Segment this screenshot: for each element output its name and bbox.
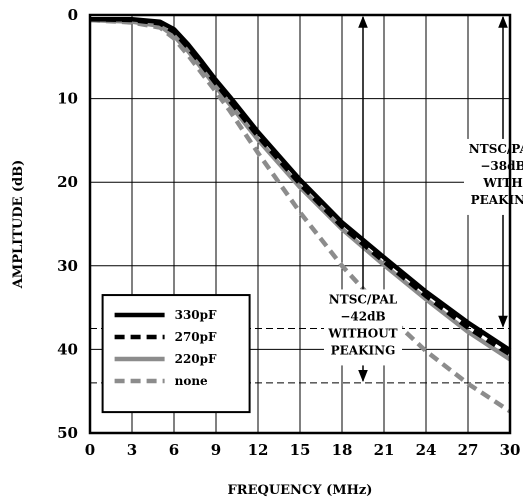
legend-label: none — [175, 374, 208, 388]
legend-label: 270pF — [175, 330, 217, 344]
y-tick-label: 50 — [57, 424, 78, 442]
series-line-270pF — [89, 16, 512, 357]
annotation-text: PEAKING — [471, 193, 523, 207]
legend-label: 330pF — [175, 308, 217, 322]
x-tick-label: 15 — [290, 441, 311, 459]
x-tick-label: 27 — [458, 441, 479, 459]
x-tick-label: 18 — [332, 441, 353, 459]
tick-labels: 0 3 6 9 12 15 18 21 24 27 30 0 10 20 30 40 50 — [57, 6, 520, 459]
y-tick-label: 0 — [68, 6, 78, 24]
x-tick-label: 30 — [500, 441, 521, 459]
x-tick-label: 3 — [127, 441, 137, 459]
plot-frame — [88, 13, 512, 435]
x-axis-label: FREQUENCY (MHz) — [228, 483, 373, 498]
annotation-text: −38dB — [480, 159, 523, 173]
series-lines — [89, 16, 512, 414]
annotation-background — [464, 138, 523, 215]
y-axis-label: AMPLITUDE (dB) — [11, 160, 26, 290]
x-tick-label: 0 — [85, 441, 95, 459]
annotation-text: NTSC/PAL — [469, 142, 523, 156]
annotation-text: WITH — [482, 176, 522, 190]
legend-label: 220pF — [175, 352, 217, 366]
x-tick-label: 21 — [374, 441, 395, 459]
y-tick-label: 40 — [57, 340, 78, 358]
x-tick-label: 12 — [248, 441, 269, 459]
annotation-background — [324, 289, 402, 366]
x-tick-label: 9 — [211, 441, 221, 459]
annotation-text: WITHOUT — [327, 326, 397, 340]
annotation-text: NTSC/PAL — [329, 292, 398, 306]
series-line-none — [89, 17, 512, 414]
x-tick-label: 24 — [416, 441, 437, 459]
y-tick-label: 10 — [57, 90, 78, 108]
annotations: NTSC/PAL −38dB WITH PEAKING NTSC/PAL −42dB WIT… — [324, 15, 523, 383]
legend: 330pF 270pF 220pF none — [101, 294, 251, 414]
y-tick-label: 30 — [57, 257, 78, 275]
annotation-text: PEAKING — [331, 343, 396, 357]
y-tick-label: 20 — [57, 173, 78, 191]
annotation-text: −42dB — [340, 309, 385, 323]
series-line-330pF — [90, 16, 512, 353]
x-tick-label: 6 — [169, 441, 179, 459]
